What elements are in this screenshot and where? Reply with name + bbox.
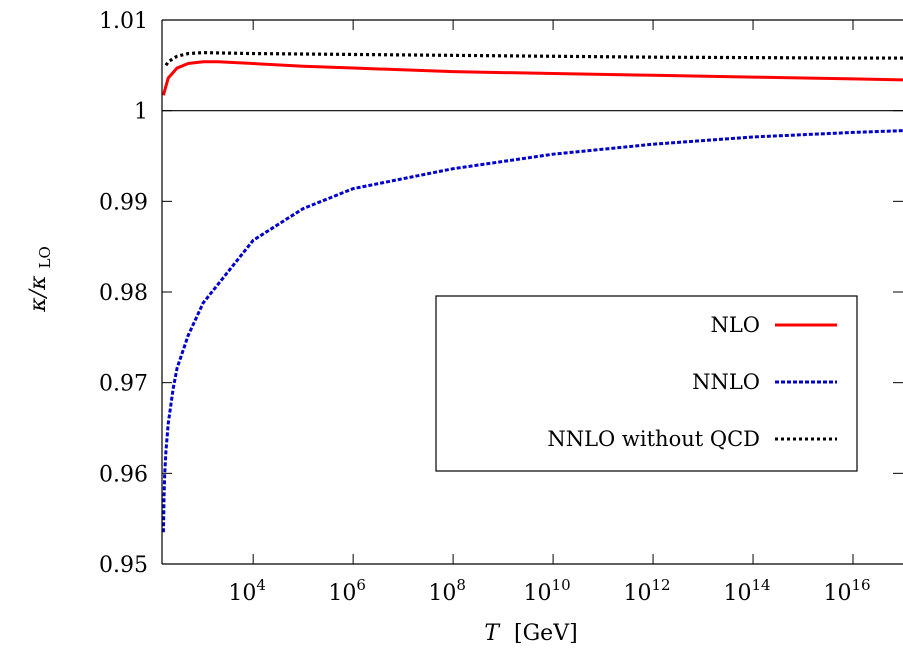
plot-layer (161, 51, 903, 533)
y-tick-label: 0.97 (99, 372, 148, 397)
y-tick-label: 0.98 (99, 281, 148, 306)
y-axis-symbol: κ/κ (26, 275, 51, 313)
y-axis-title: κ/κ LO (26, 246, 54, 313)
x-tick-base: 10 (428, 581, 456, 606)
x-tick-label: 1016 (823, 576, 870, 606)
legend-label-nnlo-without-qcd: NNLO without QCD (547, 427, 760, 451)
legend: NLO NNLO NNLO without QCD (435, 295, 858, 472)
x-tick-label: 1014 (723, 576, 770, 606)
x-tick-base: 10 (524, 581, 552, 606)
series-line-nnlo-without-qcd (164, 51, 903, 67)
y-tick-label: 0.96 (99, 462, 148, 487)
x-tick-label: 108 (428, 576, 466, 606)
x-tick-label: 1010 (524, 576, 571, 606)
y-axis-subscript: LO (36, 246, 54, 268)
x-tick-exponent: 6 (356, 576, 366, 594)
x-tick-exponent: 14 (751, 576, 770, 594)
legend-label-nnlo: NNLO (692, 370, 760, 394)
x-tick-exponent: 10 (552, 576, 571, 594)
x-tick-base: 10 (328, 581, 356, 606)
x-tick-exponent: 12 (652, 576, 671, 594)
series-line-nlo (161, 60, 903, 96)
x-tick-base: 10 (228, 581, 256, 606)
x-tick-base: 10 (723, 581, 751, 606)
x-tick-base: 10 (823, 581, 851, 606)
x-tick-label: 106 (328, 576, 366, 606)
y-tick-label: 1 (134, 100, 148, 125)
x-axis-symbol: T (484, 621, 501, 646)
x-tick-exponent: 8 (456, 576, 466, 594)
x-tick-label: 1012 (624, 576, 671, 606)
y-tick-label: 0.95 (99, 553, 148, 578)
y-axis-title-group: κ/κ LO (26, 246, 54, 313)
x-tick-base: 10 (624, 581, 652, 606)
x-tick-exponent: 4 (256, 576, 266, 594)
x-axis-title: T [GeV] (484, 621, 577, 646)
y-tick-label: 0.99 (99, 190, 148, 215)
y-tick-label: 1.01 (99, 9, 148, 34)
x-tick-label: 104 (228, 576, 266, 606)
x-axis-unit: [GeV] (514, 621, 578, 646)
legend-label-nlo: NLO (710, 313, 760, 337)
x-tick-exponent: 16 (851, 576, 870, 594)
